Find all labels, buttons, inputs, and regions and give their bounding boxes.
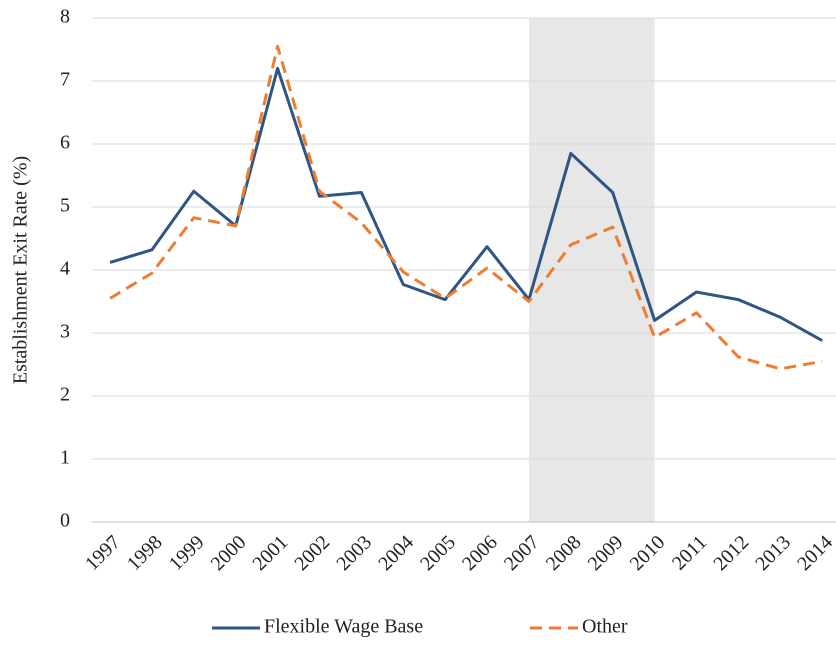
series-line [109,44,823,371]
y-axis-label: Establishment Exit Rate (%) [10,156,32,384]
x-tick-label: 2000 [207,531,251,575]
x-tick-label: 2002 [290,531,334,575]
x-tick-label: 2005 [416,531,460,575]
y-tick-label: 1 [60,447,70,469]
x-tick-label: 2006 [458,531,502,575]
x-tick-label: 2008 [542,531,586,575]
x-tick-label: 2012 [709,531,753,575]
x-tick-label: 1999 [165,531,209,575]
legend-label: Other [582,616,628,638]
x-tick-label: 1997 [81,531,125,575]
x-tick-label: 1998 [123,531,167,575]
x-tick-label: 2010 [626,531,670,575]
x-tick-label: 2013 [751,531,795,575]
y-tick-label: 7 [60,69,70,91]
y-tick-label: 3 [60,321,70,343]
series-line [109,66,823,342]
x-tick-label: 2014 [793,531,836,575]
y-tick-label: 6 [60,132,70,154]
x-tick-label: 2011 [668,531,711,574]
x-tick-label: 2003 [332,531,376,575]
x-tick-label: 2007 [500,531,544,575]
x-tick-label: 2004 [374,531,418,575]
x-tick-label: 2009 [584,531,628,575]
y-tick-label: 5 [60,195,70,217]
y-tick-label: 2 [60,384,70,406]
y-tick-label: 8 [60,6,70,28]
x-tick-label: 2001 [249,531,293,575]
y-tick-label: 4 [60,258,70,280]
legend-label: Flexible Wage Base [264,616,423,638]
y-tick-label: 0 [60,510,70,532]
